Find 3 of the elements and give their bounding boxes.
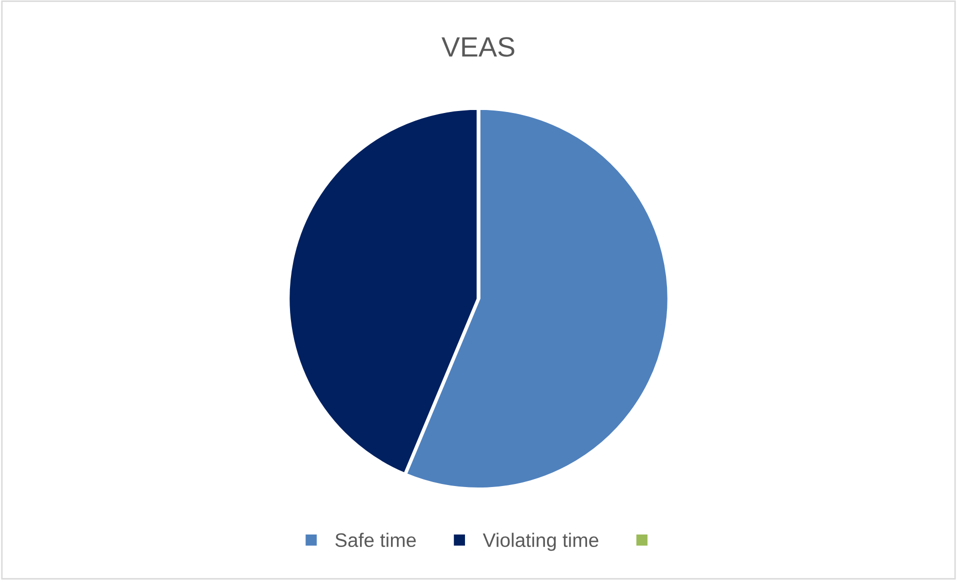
legend-label: Violating time — [482, 532, 598, 551]
legend-label: Safe time — [335, 532, 416, 548]
chart-title: VEAS — [442, 37, 514, 57]
